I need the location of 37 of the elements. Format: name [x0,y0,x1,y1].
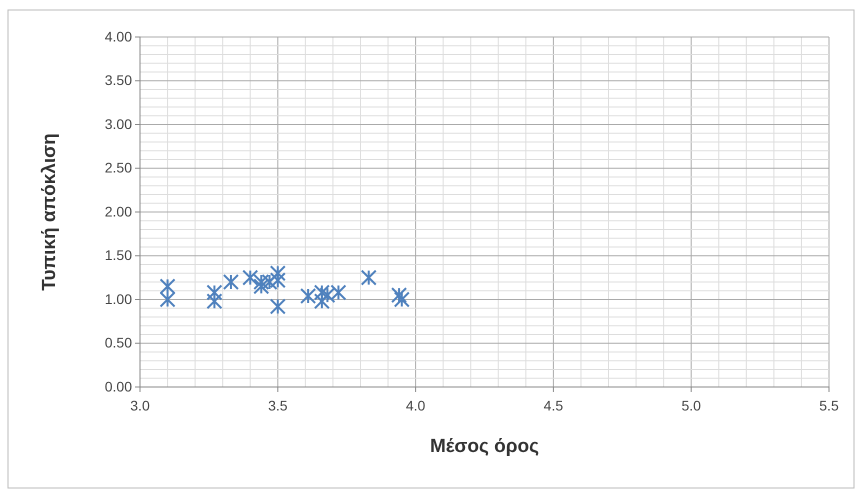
y-tick-label: 2.50 [104,160,132,176]
point [160,292,176,308]
y-tick-label: 2.00 [104,203,132,220]
y-tick-label: 0.00 [104,378,132,394]
point [270,298,286,314]
point [394,292,410,308]
point [253,274,270,290]
x-tick-label: 5.0 [681,397,702,414]
point [360,270,377,286]
x-tick-label: 3.0 [130,397,150,414]
x-tick-label: 3.5 [268,397,288,414]
point [222,274,239,290]
point [314,293,330,310]
point [206,284,222,300]
point [262,274,278,290]
y-tick-label: 3.00 [104,116,132,132]
point [300,288,316,304]
point [319,287,336,304]
x-tick-label: 4.0 [406,397,426,414]
point [391,287,408,304]
y-tick-label: 3.50 [104,72,132,88]
x-tick-label: 4.5 [544,397,564,414]
x-tick-label: 5.5 [819,397,839,414]
point [242,270,258,286]
y-tick-label: 4.00 [104,28,132,44]
y-tick-label: 0.50 [104,334,132,351]
y-tick-label: 1.00 [104,290,132,307]
x-axis-title: Μέσος όρος [430,436,540,457]
point [314,284,330,300]
point [270,265,286,282]
point [253,278,270,294]
y-tick-label: 1.50 [104,247,132,264]
y-axis-title: Τυπική απόκλιση [39,133,60,291]
point [160,278,176,294]
point [206,293,222,310]
point [270,272,286,288]
point [330,284,346,300]
